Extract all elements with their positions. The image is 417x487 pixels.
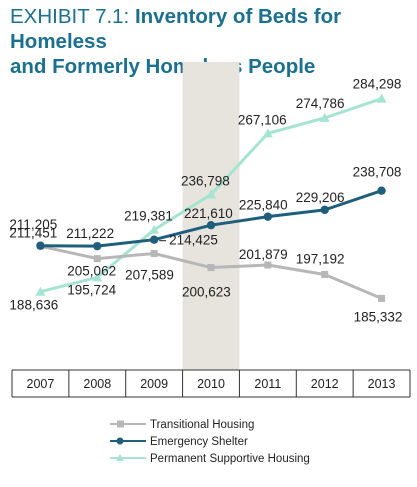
data-label: 219,381 xyxy=(124,209,173,224)
data-label: 238,708 xyxy=(353,165,402,180)
legend-label: Permanent Supportive Housing xyxy=(150,453,310,465)
data-point xyxy=(321,270,329,278)
data-point xyxy=(93,241,102,251)
legend-marker xyxy=(116,454,124,461)
data-label: 284,298 xyxy=(353,77,402,92)
data-point xyxy=(377,186,386,195)
data-label: 211,222 xyxy=(66,226,114,241)
data-point xyxy=(264,261,272,269)
data-label: 207,589 xyxy=(125,267,174,282)
data-point xyxy=(149,224,160,234)
data-label: 236,798 xyxy=(181,174,230,189)
data-point xyxy=(206,189,216,199)
data-point xyxy=(319,112,330,122)
data-point xyxy=(263,212,273,221)
x-tick-label: 2010 xyxy=(197,377,225,391)
data-label: 201,879 xyxy=(239,247,288,262)
x-tick-label: 2013 xyxy=(368,377,396,391)
x-tick-label: 2011 xyxy=(254,377,281,391)
data-label: 267,106 xyxy=(238,112,287,127)
legend-label: Transitional Housing xyxy=(150,419,254,431)
title-prefix: EXHIBIT 7.1: xyxy=(10,5,130,28)
data-point xyxy=(206,220,216,230)
data-label: 274,786 xyxy=(296,96,345,111)
data-label: 229,206 xyxy=(296,190,345,205)
data-label: 225,840 xyxy=(239,198,288,213)
data-point xyxy=(376,93,387,103)
data-label: 221,610 xyxy=(184,206,233,221)
highlight-band xyxy=(182,62,240,370)
data-label: 188,636 xyxy=(9,298,58,313)
data-point xyxy=(378,294,386,302)
legend-marker xyxy=(117,420,124,428)
data-point xyxy=(93,255,101,263)
data-point xyxy=(149,235,159,244)
title-line-1: Inventory of Beds for Homeless xyxy=(10,5,342,53)
x-tick-label: 2007 xyxy=(27,377,55,391)
data-point xyxy=(150,249,158,257)
legend-marker xyxy=(116,437,124,445)
data-label: 185,332 xyxy=(354,309,403,324)
data-label: 214,425 xyxy=(169,233,218,248)
data-point xyxy=(92,272,103,282)
data-label: 211,451 xyxy=(9,226,57,241)
x-tick-label: 2012 xyxy=(311,377,339,391)
data-label: 211,205 xyxy=(9,217,57,232)
data-point xyxy=(320,205,329,215)
data-label: 195,724 xyxy=(67,282,116,297)
data-point xyxy=(207,264,215,272)
data-label: 205,062 xyxy=(67,264,116,279)
x-tick-label: 2008 xyxy=(83,377,111,391)
legend-label: Emergency Shelter xyxy=(150,436,248,448)
x-tick-label: 2009 xyxy=(140,377,168,391)
data-point xyxy=(36,241,45,250)
data-point xyxy=(35,286,46,296)
data-point xyxy=(262,128,273,138)
data-label: 200,623 xyxy=(182,285,231,300)
data-label: 197,192 xyxy=(296,251,345,266)
